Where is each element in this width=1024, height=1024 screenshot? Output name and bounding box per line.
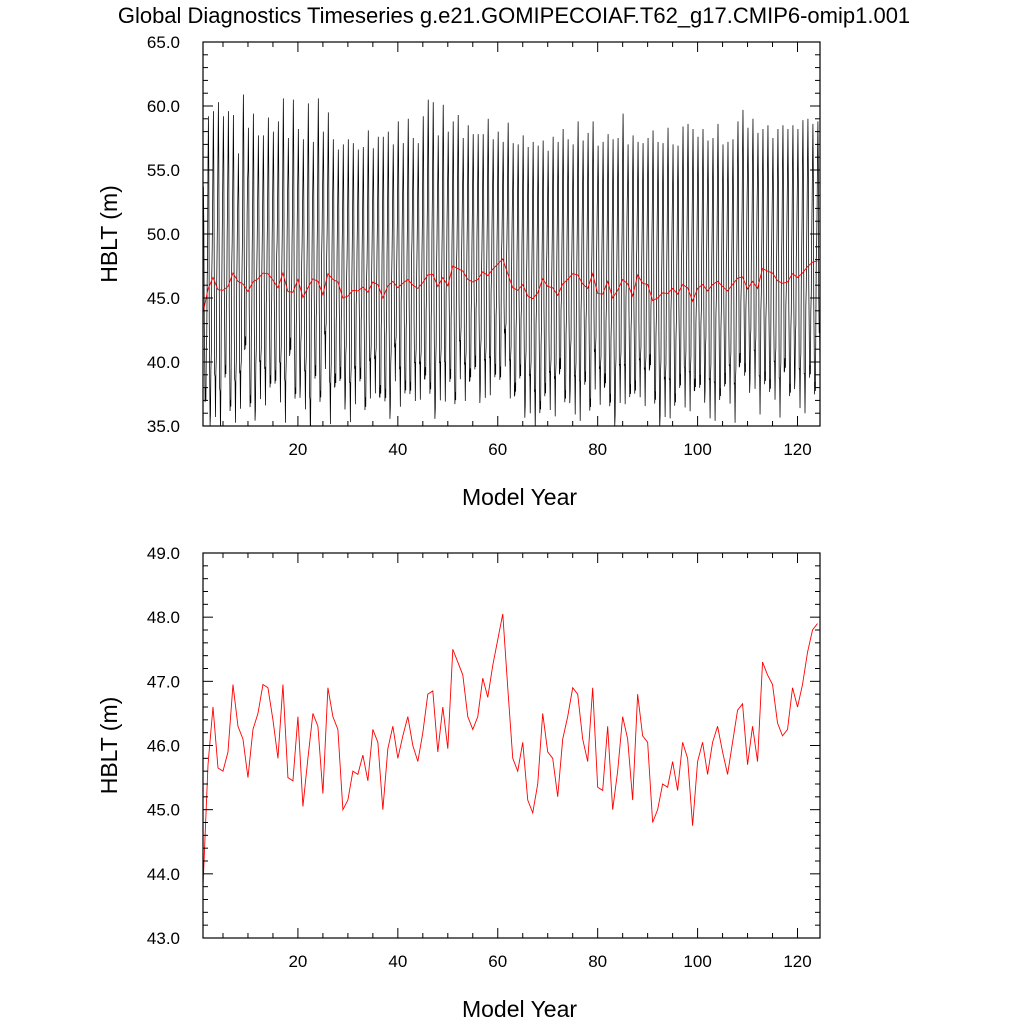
bottom-y-tick-label: 47.0 [147, 672, 180, 691]
top-x-axis-label: Model Year [462, 484, 577, 510]
top-y-tick-label: 60.0 [147, 97, 180, 116]
top-x-tick-label: 40 [388, 440, 407, 459]
top-series-monthly-line [203, 94, 820, 426]
top-y-tick-label: 40.0 [147, 353, 180, 372]
top-y-tick-label: 50.0 [147, 225, 180, 244]
top-timeseries-panel: 20 40 60 80 100 120 35.0 40.0 45.0 50.0 55.0 60.0 65… [96, 33, 821, 510]
bottom-y-tick-label: 44.0 [147, 865, 180, 884]
top-series-annual-line [203, 258, 818, 314]
top-y-axis-label: HBLT (m) [96, 185, 122, 283]
bottom-timeseries-panel: 20 40 60 80 100 120 43.0 44.0 45.0 46.0 47.0 48.0 49… [96, 544, 821, 1022]
top-y-tick-label: 35.0 [147, 417, 180, 436]
top-axis-ticks: 20 40 60 80 100 120 35.0 40.0 45.0 50.0 55.0 60.0 65… [147, 33, 820, 459]
top-x-tick-label: 80 [588, 440, 607, 459]
bottom-x-tick-label: 40 [388, 952, 407, 971]
top-x-tick-label: 20 [288, 440, 307, 459]
top-x-tick-label: 60 [488, 440, 507, 459]
top-y-tick-label: 45.0 [147, 289, 180, 308]
top-plot-data [203, 94, 820, 426]
bottom-x-tick-label: 60 [488, 952, 507, 971]
figure-title: Global Diagnostics Timeseries g.e21.GOMI… [118, 3, 910, 28]
bottom-y-tick-label: 43.0 [147, 929, 180, 948]
bottom-plot-data [203, 613, 818, 887]
bottom-x-axis-label: Model Year [462, 996, 577, 1022]
top-y-tick-label: 55.0 [147, 161, 180, 180]
bottom-y-tick-label: 46.0 [147, 737, 180, 756]
bottom-y-tick-label: 48.0 [147, 608, 180, 627]
bottom-series-annual-line [203, 613, 818, 887]
top-plot-frame [202, 41, 821, 427]
bottom-y-axis-label: HBLT (m) [96, 697, 122, 795]
bottom-x-tick-label: 80 [588, 952, 607, 971]
bottom-y-tick-label: 49.0 [147, 544, 180, 563]
bottom-y-tick-label: 45.0 [147, 801, 180, 820]
bottom-x-tick-label: 100 [683, 952, 711, 971]
bottom-x-tick-label: 20 [288, 952, 307, 971]
top-y-tick-label: 65.0 [147, 33, 180, 52]
bottom-x-tick-label: 120 [783, 952, 811, 971]
bottom-axis-ticks: 20 40 60 80 100 120 43.0 44.0 45.0 46.0 47.0 48.0 49… [147, 544, 820, 971]
top-x-tick-label: 120 [783, 440, 811, 459]
top-x-tick-label: 100 [683, 440, 711, 459]
